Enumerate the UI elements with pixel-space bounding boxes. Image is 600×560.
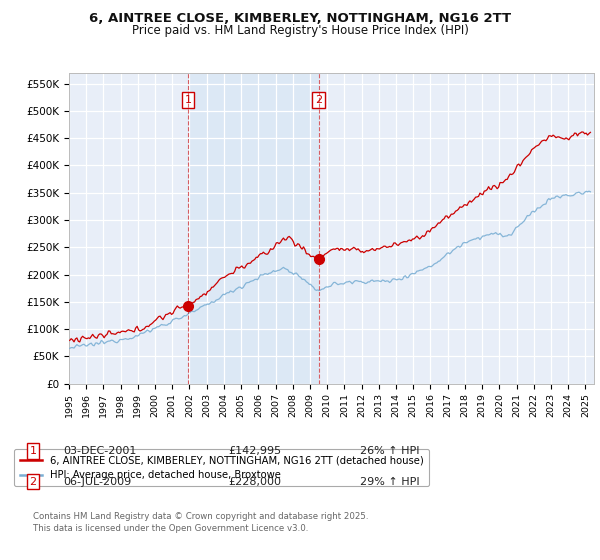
Legend: 6, AINTREE CLOSE, KIMBERLEY, NOTTINGHAM, NG16 2TT (detached house), HPI: Average: 6, AINTREE CLOSE, KIMBERLEY, NOTTINGHAM,… bbox=[14, 449, 430, 486]
Text: Price paid vs. HM Land Registry's House Price Index (HPI): Price paid vs. HM Land Registry's House … bbox=[131, 24, 469, 37]
Text: £142,995: £142,995 bbox=[228, 446, 281, 456]
Text: £228,000: £228,000 bbox=[228, 477, 281, 487]
Text: 03-DEC-2001: 03-DEC-2001 bbox=[63, 446, 136, 456]
Bar bbox=[188, 73, 319, 384]
Text: 2: 2 bbox=[29, 477, 37, 487]
Text: 1: 1 bbox=[29, 446, 37, 456]
Text: 2: 2 bbox=[315, 95, 322, 105]
Text: 1: 1 bbox=[185, 95, 191, 105]
Text: 26% ↑ HPI: 26% ↑ HPI bbox=[360, 446, 419, 456]
Text: 06-JUL-2009: 06-JUL-2009 bbox=[63, 477, 131, 487]
Text: 6, AINTREE CLOSE, KIMBERLEY, NOTTINGHAM, NG16 2TT: 6, AINTREE CLOSE, KIMBERLEY, NOTTINGHAM,… bbox=[89, 12, 511, 25]
Text: Contains HM Land Registry data © Crown copyright and database right 2025.
This d: Contains HM Land Registry data © Crown c… bbox=[33, 512, 368, 533]
Text: 29% ↑ HPI: 29% ↑ HPI bbox=[360, 477, 419, 487]
